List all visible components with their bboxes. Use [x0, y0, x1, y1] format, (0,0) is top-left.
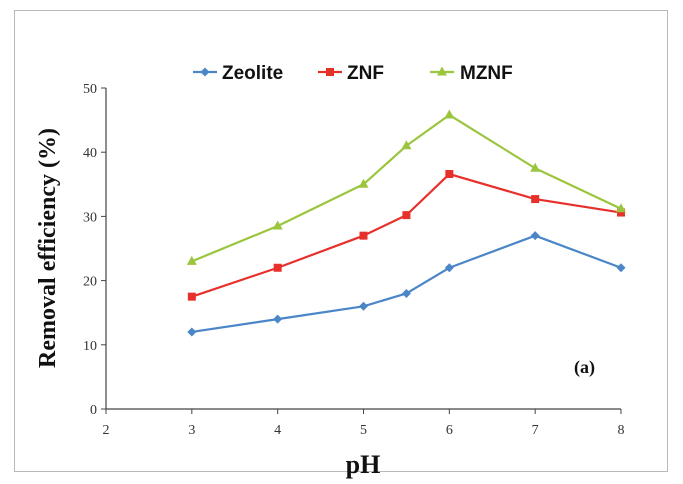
data-point-znf	[359, 231, 368, 240]
panel-annotation: (a)	[574, 357, 595, 378]
data-point-znf	[273, 263, 282, 272]
data-point-zeolite	[444, 263, 454, 273]
data-point-zeolite	[359, 301, 368, 311]
x-tick-label: 7	[532, 423, 539, 438]
y-tick-label: 40	[83, 146, 97, 161]
data-point-mznf	[530, 162, 541, 172]
legend-label-znf: ZNF	[347, 63, 384, 84]
plot-area	[186, 109, 626, 337]
data-point-mznf	[616, 203, 626, 213]
series-line-zeolite	[191, 234, 622, 334]
data-point-mznf	[186, 255, 197, 265]
legend-label-zeolite: Zeolite	[222, 63, 283, 84]
series-line-mznf	[191, 113, 622, 263]
data-point-mznf	[401, 140, 412, 150]
y-axis-label: Removal efficiency (%)	[35, 128, 61, 368]
legend-label-mznf: MZNF	[460, 63, 513, 84]
chart-frame	[14, 10, 668, 472]
x-tick-label: 6	[446, 423, 453, 438]
data-point-znf	[445, 170, 454, 179]
data-point-znf	[617, 208, 625, 217]
y-tick-label: 0	[90, 403, 97, 418]
x-tick-label: 4	[274, 423, 281, 438]
legend: Zeolite ZNF MZNF	[193, 63, 513, 84]
y-tick-label: 10	[83, 339, 97, 354]
data-point-mznf	[444, 109, 455, 119]
data-point-zeolite	[530, 231, 540, 241]
x-tick-label: 8	[618, 423, 625, 438]
data-point-mznf	[358, 178, 369, 188]
data-point-zeolite	[401, 288, 411, 298]
axes	[101, 87, 622, 414]
legend-marker-mznf	[437, 66, 447, 76]
x-tick-label: 3	[188, 423, 195, 438]
x-axis-label: pH	[346, 450, 381, 479]
data-point-znf	[402, 211, 411, 220]
y-tick-label: 30	[83, 210, 97, 225]
data-point-znf	[187, 292, 196, 301]
data-point-zeolite	[273, 314, 283, 324]
x-tick-label: 5	[360, 423, 367, 438]
y-tick-label: 50	[83, 82, 97, 97]
x-tick-label: 2	[103, 423, 110, 438]
data-point-zeolite	[616, 263, 626, 273]
tick-labels: 0 10 20 30 40 50 2 3 4 5 6 7 8	[83, 82, 625, 438]
data-point-znf	[531, 195, 540, 204]
y-tick-label: 20	[83, 275, 97, 290]
data-point-zeolite	[187, 327, 197, 337]
data-point-mznf	[272, 220, 283, 230]
legend-marker-znf	[326, 68, 334, 76]
legend-marker-zeolite	[200, 67, 210, 77]
